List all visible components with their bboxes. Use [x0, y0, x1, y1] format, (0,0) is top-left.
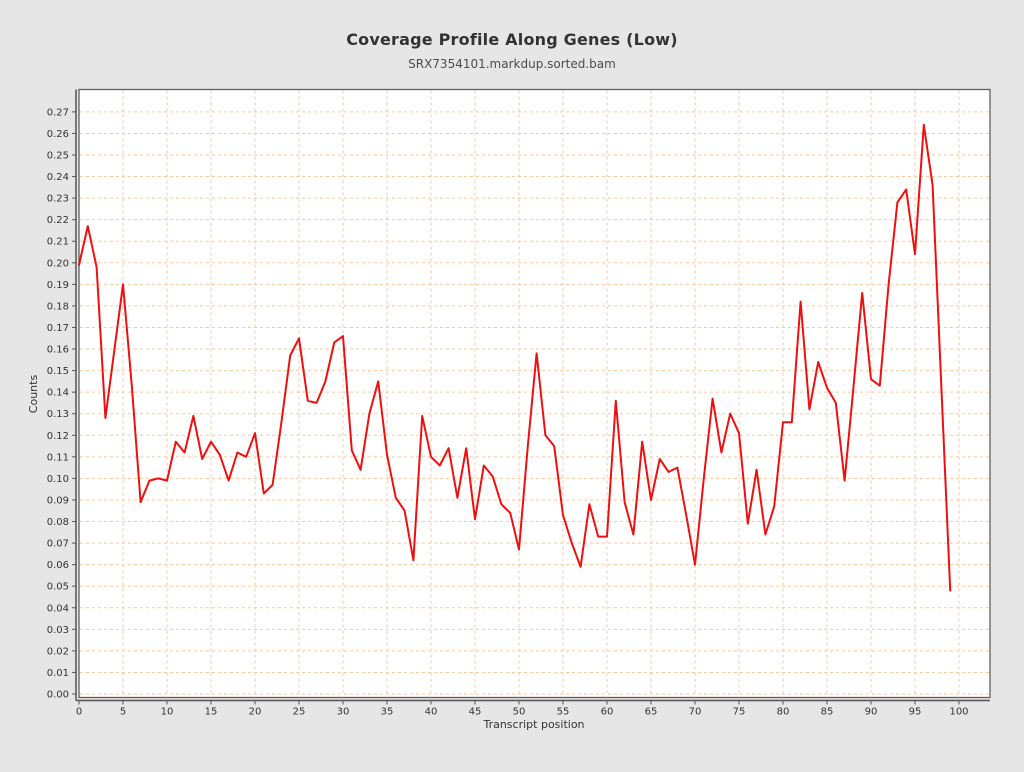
y-tick-label: 0.14	[47, 388, 69, 399]
y-tick-label: 0.22	[47, 215, 69, 226]
x-axis-title: Transcript position	[482, 718, 584, 731]
y-tick-label: 0.08	[47, 517, 69, 528]
y-tick-label: 0.19	[47, 280, 69, 291]
y-tick-label: 0.16	[47, 345, 69, 356]
y-tick-label: 0.09	[47, 495, 69, 506]
y-tick-label: 0.21	[47, 237, 69, 248]
y-tick-label: 0.18	[47, 301, 69, 312]
plot-area	[79, 89, 990, 698]
x-tick-label: 75	[733, 707, 746, 718]
x-tick-label: 0	[76, 707, 82, 718]
x-tick-label: 5	[120, 707, 126, 718]
x-tick-label: 60	[601, 707, 614, 718]
coverage-series-line	[78, 123, 952, 592]
x-tick-label: 95	[909, 707, 922, 718]
x-tick-label: 35	[381, 707, 394, 718]
x-tick-label: 50	[513, 707, 526, 718]
plot-border	[78, 88, 991, 699]
x-tick-label: 80	[777, 707, 790, 718]
y-tick-label: 0.02	[47, 646, 69, 657]
x-tick-label: 55	[557, 707, 570, 718]
x-tick-label: 65	[645, 707, 658, 718]
x-tick-label: 85	[821, 707, 834, 718]
y-axis-title: Counts	[27, 375, 40, 414]
axes	[72, 89, 990, 705]
y-tick-label: 0.15	[47, 366, 69, 377]
y-tick-label: 0.25	[47, 151, 69, 162]
y-tick-label: 0.27	[47, 107, 69, 118]
x-tick-label: 70	[689, 707, 702, 718]
y-tick-label: 0.03	[47, 625, 69, 636]
y-tick-label: 0.04	[47, 603, 69, 614]
x-tick-label: 90	[865, 707, 878, 718]
y-tick-label: 0.06	[47, 560, 69, 571]
gridlines	[78, 90, 989, 697]
y-tick-label: 0.24	[47, 172, 69, 183]
y-tick-label: 0.17	[47, 323, 69, 334]
y-tick-label: 0.00	[47, 690, 69, 701]
x-tick-label: 100	[949, 707, 968, 718]
y-tick-label: 0.13	[47, 409, 69, 420]
y-tick-label: 0.11	[47, 452, 69, 463]
y-tick-label: 0.23	[47, 194, 69, 205]
x-tick-label: 15	[205, 707, 218, 718]
x-tick-labels: 0 5 10 15 20 25 30 35 40 45 50 55 60 65 70 75 80 85 90 95 10…	[76, 707, 969, 718]
y-tick-label: 0.20	[47, 258, 69, 269]
x-tick-label: 10	[161, 707, 174, 718]
x-tick-label: 25	[293, 707, 306, 718]
y-tick-labels: 0.00 0.01 0.02 0.03 0.04 0.05 0.06 0.07 0.08 0.09…	[47, 107, 69, 700]
x-tick-label: 20	[249, 707, 262, 718]
chart-subtitle: SRX7354101.markdup.sorted.bam	[408, 57, 616, 71]
y-tick-label: 0.26	[47, 129, 69, 140]
chart-title: Coverage Profile Along Genes (Low)	[346, 30, 678, 49]
y-tick-label: 0.05	[47, 582, 69, 593]
y-tick-label: 0.07	[47, 539, 69, 550]
x-tick-label: 40	[425, 707, 438, 718]
y-tick-label: 0.12	[47, 431, 69, 442]
y-tick-label: 0.01	[47, 668, 69, 679]
x-tick-label: 45	[469, 707, 482, 718]
x-tick-label: 30	[337, 707, 350, 718]
y-tick-label: 0.10	[47, 474, 69, 485]
